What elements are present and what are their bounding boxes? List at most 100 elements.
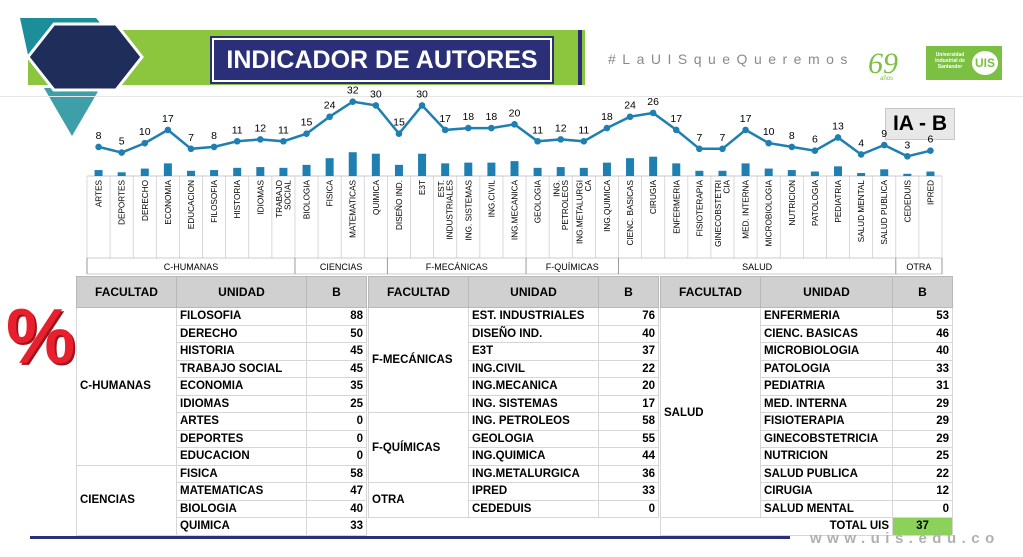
value-cell: 33 [598,482,659,501]
table-row: F-QUÍMICAS ING. PETROLEOS 58 [368,412,659,483]
point-1 [118,149,125,156]
tick-label-24-0: CIRUGIA [649,179,658,214]
table-row: CIENCIAS FISICA 58 [76,464,367,536]
data-label-17: 18 [486,111,498,123]
data-label-27: 7 [720,132,726,144]
data-label-5: 8 [211,130,217,142]
point-14 [418,102,426,109]
point-23 [626,113,634,121]
point-20 [557,136,565,143]
table-header-row: FACULTAD UNIDAD B [76,276,367,308]
bar-36 [926,171,935,176]
facultad-cell: OTRA [368,482,469,518]
data-label-36: 6 [928,134,934,146]
tick-label-21-1: CA [584,179,593,191]
data-label-35: 3 [904,139,910,151]
data-label-10: 24 [324,100,336,112]
value-cell: 44 [598,447,659,466]
tick-label-14-0: E3T [418,180,427,195]
column-header-b: B [598,276,659,308]
table-row: ECONOMIA 35 [77,377,367,396]
tick-label-33-0: SALUD MENTAL [857,180,866,243]
value-cell: 35 [306,377,367,396]
tick-label-36-0: IPRED [926,180,935,205]
tick-label-15-1: INDUSTRIALES [445,179,454,239]
table-row: DISEÑO IND. 40 [369,324,659,343]
value-cell: 40 [892,342,953,361]
unidad-cell: MED. INTERNA [760,394,893,413]
data-label-12: 30 [370,88,382,100]
uis-logo: Universidad Industrial de Santander UIS [926,46,1002,80]
table-humanas-ciencias: FACULTAD UNIDAD B C-HUMANAS FILOSOFIA 88 DEREC… [76,276,367,536]
column-header-b: B [892,276,953,308]
unidad-cell: DISEÑO IND. [468,324,599,343]
data-label-19: 11 [532,124,543,136]
unidad-cell: E3T [468,342,599,361]
point-7 [257,136,264,143]
percent-symbol: % [6,292,76,380]
group-label-4: SALUD [742,262,773,272]
point-28 [742,126,749,134]
data-label-4: 7 [188,132,194,144]
point-0 [95,143,102,151]
value-cell: 0 [306,412,367,431]
unidad-cell: GEOLOGIA [468,429,599,448]
bar-22 [602,162,611,176]
tick-label-27-0: GINECOBSTETRI [714,180,723,247]
point-12 [372,102,380,109]
tick-label-1-0: DEPORTES [118,179,127,224]
value-cell: 58 [598,412,659,431]
point-32 [834,134,842,141]
tick-label-16-0: ING. SISTEMAS [464,179,473,240]
bar-23 [626,158,635,176]
table-row: ING.MECANICA 20 [369,377,659,396]
unidad-cell: MATEMATICAS [176,482,307,501]
unidad-cell: EDUCACION [176,447,307,466]
data-label-30: 8 [789,130,795,142]
value-cell: 31 [892,377,953,396]
unidad-cell: SALUD PUBLICA [760,464,893,483]
point-13 [395,130,403,138]
tick-label-12-0: QUIMICA [372,179,381,215]
value-cell: 40 [598,324,659,343]
bar-2 [140,168,149,176]
bar-13 [394,164,403,176]
unidad-cell: EST. INDUSTRIALES [468,307,599,326]
unidad-cell: FISICA [176,464,307,483]
group-label-2: F-MECÁNICAS [426,262,488,272]
table-row: QUIMICA 33 [77,517,367,536]
tick-label-34-0: SALUD PUBLICA [880,179,889,244]
value-cell: 40 [306,499,367,518]
data-label-28: 17 [740,113,752,125]
unidad-cell: PEDIATRIA [760,377,893,396]
bar-9 [302,164,311,176]
uis-logo-mark: UIS [972,51,998,75]
table-row: EDUCACION 0 [77,447,367,466]
table-header-row: FACULTAD UNIDAD B [660,276,953,308]
point-18 [511,120,518,128]
value-cell: 29 [892,412,953,431]
tick-label-8-1: SOCIAL [284,180,293,210]
hashtag: #LaUISqueQueremos [608,51,854,67]
column-header-facultad: FACULTAD [660,276,761,308]
bar-20 [556,167,565,176]
bar-0 [94,170,103,176]
value-cell: 33 [306,517,367,536]
bar-16 [464,162,473,176]
bar-3 [163,163,172,176]
bar-21 [579,167,588,176]
value-cell: 36 [598,464,659,483]
unidad-cell: DEPORTES [176,429,307,448]
facultad-cell: F-QUÍMICAS [368,412,469,483]
unidad-cell: ECONOMIA [176,377,307,396]
unidad-cell: ING. PETROLEOS [468,412,599,431]
group-label-3: F-QUÍMICAS [546,262,599,272]
unidad-cell: BIOLOGIA [176,499,307,518]
point-31 [811,147,819,154]
unidad-cell: FISIOTERAPIA [760,412,893,431]
bar-15 [441,163,450,176]
total-label: TOTAL UIS [660,517,893,536]
data-label-26: 7 [696,132,702,144]
tick-label-19-0: GEOLOGIA [534,179,543,223]
data-label-32: 13 [832,120,844,132]
